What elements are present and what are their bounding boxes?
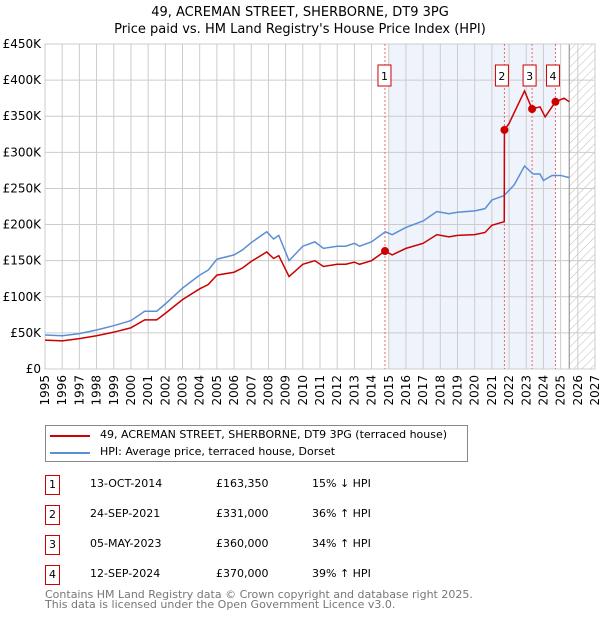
sale-hpi-diff: 34% ↑ HPI	[312, 537, 371, 550]
legend-label-property: 49, ACREMAN STREET, SHERBORNE, DT9 3PG (…	[100, 428, 448, 441]
y-tick-label: £350K	[3, 109, 43, 123]
sale-number: 4	[45, 565, 60, 585]
sale-label-box	[494, 64, 509, 87]
x-tick-label: 1996	[55, 375, 69, 406]
x-tick-label: 2013	[347, 375, 361, 406]
legend: 49, ACREMAN STREET, SHERBORNE, DT9 3PG (…	[45, 425, 468, 462]
price-chart: £0 £50K £100K £150K £200K £250K £300K £350K £400…	[3, 37, 600, 406]
x-tick-label: 2016	[399, 375, 413, 406]
x-tick-label: 2008	[261, 375, 275, 406]
sale-number: 2	[45, 505, 60, 525]
x-tick-label: 2025	[554, 375, 568, 406]
title-line: 49, ACREMAN STREET, SHERBORNE, DT9 3PG	[151, 5, 449, 20]
sale-number: 3	[45, 535, 60, 555]
x-tick-label: 2022	[502, 375, 516, 406]
legend-swatch-property	[50, 435, 90, 437]
y-tick-label: £250K	[3, 181, 43, 195]
sale-point	[380, 247, 389, 256]
x-tick-label: 2019	[451, 375, 465, 406]
x-tick-label: 2023	[519, 375, 533, 406]
x-tick-label: 2021	[485, 375, 499, 406]
plot-frame	[44, 43, 596, 370]
x-tick-label: 2026	[571, 375, 585, 406]
x-tick-label: 2020	[468, 375, 482, 406]
x-tick-label: 2010	[296, 375, 310, 406]
sale-price: £360,000	[216, 537, 269, 550]
x-tick-label: 2009	[279, 375, 293, 406]
x-tick-label: 2014	[365, 375, 379, 406]
x-tick-label: 2001	[141, 375, 155, 406]
x-tick-label: 1999	[107, 375, 121, 406]
y-tick-label: £100K	[3, 290, 43, 304]
sale-hpi-diff: 15% ↓ HPI	[312, 477, 371, 490]
sale-label-number: 4	[549, 70, 556, 83]
sale-hpi-diff: 36% ↑ HPI	[312, 507, 371, 520]
x-tick-label: 2015	[382, 375, 396, 406]
x-tick-label: 2005	[210, 375, 224, 406]
sale-price: £163,350	[216, 477, 269, 490]
x-tick-label: 2024	[536, 375, 550, 406]
y-tick-label: £400K	[3, 73, 43, 87]
sale-date: 12-SEP-2024	[90, 567, 161, 580]
sale-point	[500, 125, 509, 134]
x-tick-label: 2017	[416, 375, 430, 406]
x-tick-label: 2012	[330, 375, 344, 406]
sale-label-number: 2	[498, 70, 505, 83]
x-tick-label: 2011	[313, 375, 327, 406]
series-line	[44, 164, 570, 337]
y-tick-label: £0	[26, 362, 41, 376]
sale-label-number: 3	[526, 70, 533, 83]
sale-point	[528, 105, 537, 113]
shaded-period	[388, 44, 556, 369]
legend-swatch-hpi	[50, 452, 90, 454]
y-tick-label: £450K	[3, 37, 43, 51]
x-tick-label: 1998	[90, 375, 104, 406]
x-tick-label: 1997	[72, 375, 86, 406]
x-tick-label: 2006	[227, 375, 241, 406]
sale-label-box	[522, 64, 537, 87]
x-tick-label: 2003	[176, 375, 190, 406]
sale-hpi-diff: 39% ↑ HPI	[312, 567, 371, 580]
x-tick-label: 2007	[244, 375, 258, 406]
sale-label-number: 1	[381, 70, 388, 83]
sale-point	[551, 97, 560, 106]
sale-number: 1	[45, 475, 60, 495]
footer: Contains HM Land Registry data © Crown c…	[45, 588, 473, 611]
sale-date: 13-OCT-2014	[90, 477, 163, 490]
sale-date: 24-SEP-2021	[90, 507, 161, 520]
x-tick-label: 2018	[433, 375, 447, 406]
y-tick-label: £50K	[10, 326, 42, 340]
x-tick-label: 2000	[124, 375, 138, 406]
y-tick-label: £200K	[3, 218, 43, 232]
footer-line-1: Contains HM Land Registry data © Crown c…	[45, 588, 473, 601]
x-tick-label: 1995	[38, 375, 52, 406]
footer-line-2: This data is licensed under the Open Gov…	[45, 598, 396, 611]
y-tick-label: £150K	[3, 254, 43, 268]
x-tick-label: 2002	[158, 375, 172, 406]
sale-date: 05-MAY-2023	[90, 537, 162, 550]
sale-price: £370,000	[216, 567, 269, 580]
y-tick-label: £300K	[3, 145, 43, 159]
sale-label-box	[377, 64, 392, 87]
forecast-hatch	[569, 44, 595, 369]
chart-title: 49, ACREMAN STREET, SHERBORNE, DT9 3PG P…	[0, 4, 600, 38]
legend-label-hpi: HPI: Average price, terraced house, Dors…	[100, 445, 336, 458]
x-tick-label: 2027	[588, 375, 600, 406]
sale-price: £331,000	[216, 507, 269, 520]
x-tick-label: 2004	[193, 375, 207, 406]
subtitle-line: Price paid vs. HM Land Registry's House …	[114, 22, 486, 37]
sale-label-box	[545, 64, 560, 87]
